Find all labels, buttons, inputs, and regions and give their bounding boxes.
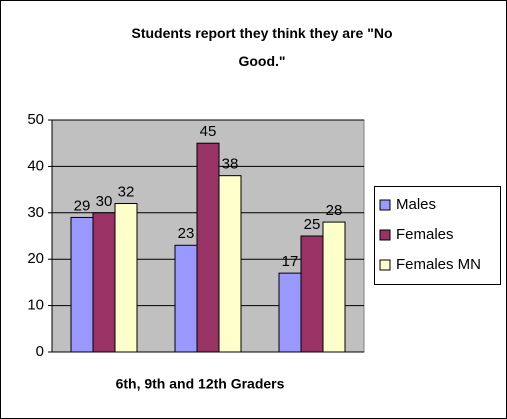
data-label: 32 (118, 183, 135, 200)
bar (300, 235, 324, 353)
y-tick-label: 50 (27, 111, 44, 128)
y-tick-label: 20 (27, 250, 44, 267)
data-label: 23 (178, 225, 195, 242)
data-label: 17 (282, 253, 299, 270)
legend-swatch (379, 229, 391, 241)
legend-swatch (379, 259, 391, 271)
legend-label: Females MN (396, 256, 481, 273)
bar (322, 221, 346, 353)
legend-swatch (379, 199, 391, 211)
data-label: 38 (222, 156, 239, 173)
bar (196, 142, 220, 353)
data-label: 29 (74, 197, 91, 214)
y-tick-label: 30 (27, 204, 44, 221)
y-tick-label: 0 (36, 343, 44, 360)
data-label: 25 (304, 216, 321, 233)
bar (70, 216, 94, 353)
bar (92, 212, 116, 353)
legend-label: Females (396, 226, 454, 243)
bar (174, 244, 198, 353)
legend-label: Males (396, 196, 436, 213)
chart-title: Students report they think they are "No G… (131, 25, 392, 69)
data-label: 30 (96, 193, 113, 210)
y-tick-label: 10 (27, 297, 44, 314)
y-tick-label: 40 (27, 157, 44, 174)
bar (218, 175, 242, 353)
legend-box (374, 186, 501, 285)
data-label: 28 (326, 202, 343, 219)
bar (278, 272, 302, 353)
bar (114, 203, 138, 353)
x-axis-title: 6th, 9th and 12th Graders (116, 376, 285, 392)
data-label: 45 (200, 123, 217, 140)
